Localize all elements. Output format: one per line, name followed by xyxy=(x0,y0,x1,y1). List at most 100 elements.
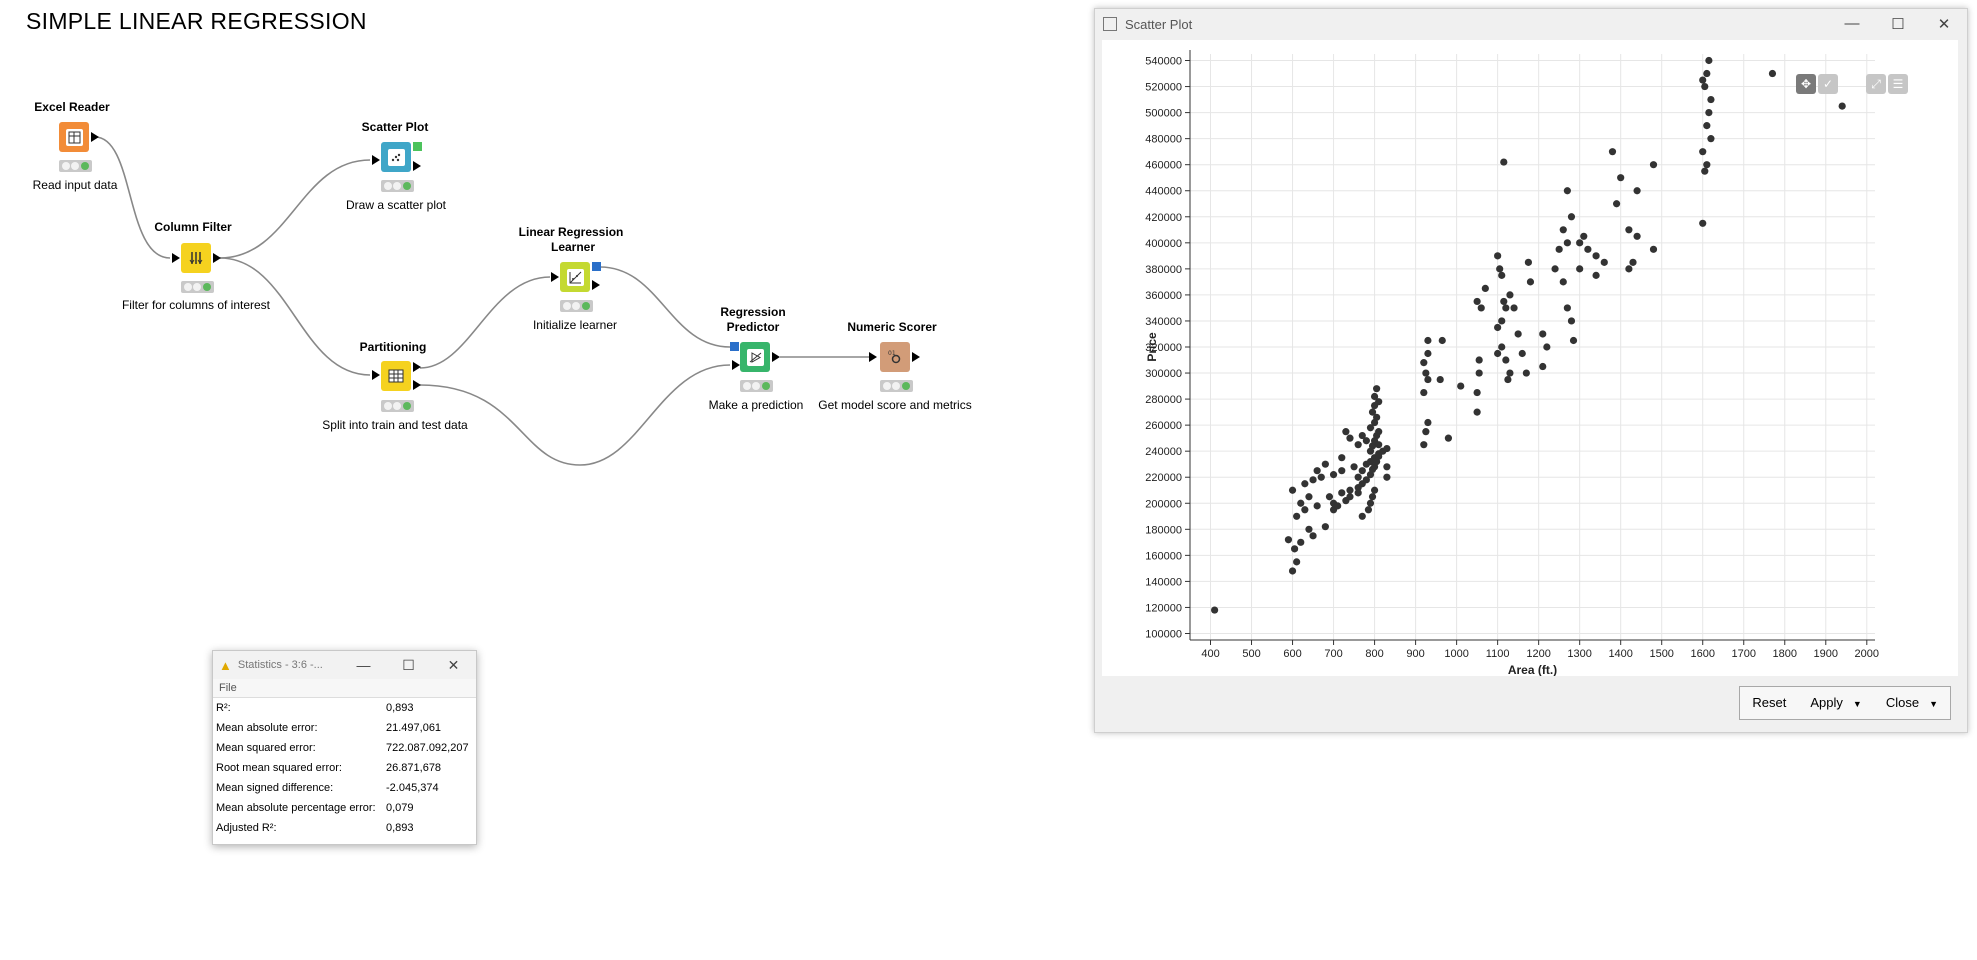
maximize-icon[interactable]: ☐ xyxy=(1891,16,1905,33)
data-point xyxy=(1325,493,1334,501)
node-desc-partitioning[interactable]: Split into train and test data xyxy=(322,418,468,432)
y-tick-label: 500000 xyxy=(1145,108,1182,120)
data-point xyxy=(1422,369,1430,377)
scatter-window-titlebar[interactable]: Scatter Plot — ☐ ✕ xyxy=(1095,9,1967,39)
stat-label: Root mean squared error: xyxy=(216,762,342,774)
close-button[interactable]: Close ▼ xyxy=(1874,687,1950,719)
lr-learner-input-port[interactable] xyxy=(551,272,559,282)
excel-reader-output-port[interactable] xyxy=(91,132,99,142)
regression-predictor-node[interactable] xyxy=(740,342,770,372)
x-tick-label: 900 xyxy=(1406,648,1424,660)
data-point xyxy=(1297,499,1305,507)
scatter-plot-view-port[interactable] xyxy=(413,142,422,151)
data-point xyxy=(1475,356,1483,364)
stats-file-menu[interactable]: File xyxy=(213,679,476,698)
fullscreen-icon[interactable]: ⤢ xyxy=(1866,74,1886,94)
pan-tool-icon[interactable]: ✥ xyxy=(1796,74,1816,94)
menu-icon[interactable]: ☰ xyxy=(1888,74,1908,94)
stats-window-titlebar[interactable]: ▲ Statistics - 3:6 -... — ☐ ✕ xyxy=(213,651,476,679)
stat-value: -2.045,374 xyxy=(386,782,439,794)
plot-area[interactable]: 400 500 600 700 800 900 1000 1100 1200 1300 1400 15… xyxy=(1102,40,1958,677)
scatter-plot-output-port[interactable] xyxy=(413,161,421,171)
data-point xyxy=(1373,385,1381,393)
data-point xyxy=(1699,76,1707,84)
y-tick-label: 340000 xyxy=(1145,316,1182,328)
excel-reader-node[interactable] xyxy=(59,122,89,152)
node-desc-excel-reader[interactable]: Read input data xyxy=(32,178,118,192)
data-point xyxy=(1699,148,1707,156)
statistics-window[interactable]: ▲ Statistics - 3:6 -... — ☐ ✕ File R²: 0,… xyxy=(212,650,477,845)
stats-minimize-icon[interactable]: — xyxy=(356,656,371,673)
scatter-window-icon xyxy=(1103,17,1117,31)
data-point xyxy=(1366,499,1375,507)
stat-value: 0,079 xyxy=(386,802,414,814)
data-point xyxy=(1438,336,1446,345)
close-icon[interactable]: ✕ xyxy=(1937,16,1951,33)
scorer-output-port[interactable] xyxy=(912,352,920,362)
data-point xyxy=(1362,476,1370,484)
wire-filter-to-partitioning xyxy=(219,257,371,376)
scatter-chart[interactable]: 400 500 600 700 800 900 1000 1100 1200 1300 1400 15… xyxy=(1102,40,1958,677)
data-point xyxy=(1633,232,1641,240)
data-point xyxy=(1600,258,1608,266)
data-point xyxy=(1494,323,1502,332)
scorer-input-port[interactable] xyxy=(869,352,877,362)
data-point xyxy=(1539,362,1547,371)
node-name-partitioning: Partitioning xyxy=(359,340,427,354)
apply-button[interactable]: Apply ▼ xyxy=(1798,687,1873,719)
partitioning-node[interactable] xyxy=(381,361,411,391)
data-point xyxy=(1703,69,1711,78)
stats-row: Root mean squared error: 26.871,678 xyxy=(213,758,476,778)
data-point xyxy=(1301,506,1309,514)
data-point xyxy=(1475,369,1483,377)
data-point xyxy=(1313,502,1321,510)
data-point xyxy=(1334,502,1342,510)
reset-button[interactable]: Reset xyxy=(1752,695,1787,710)
data-point xyxy=(1293,512,1301,520)
data-point xyxy=(1707,95,1715,104)
data-point xyxy=(1436,375,1444,384)
y-tick-label: 480000 xyxy=(1145,134,1182,146)
data-point xyxy=(1703,122,1711,130)
lr-learner-node[interactable] xyxy=(560,262,590,292)
stats-maximize-icon[interactable]: ☐ xyxy=(402,656,415,673)
data-point xyxy=(1321,460,1329,468)
y-tick-label: 220000 xyxy=(1145,472,1182,484)
data-point xyxy=(1366,424,1375,432)
apply-dropdown-icon[interactable]: ▼ xyxy=(1852,699,1862,709)
close-dropdown-icon[interactable]: ▼ xyxy=(1929,699,1938,709)
lr-learner-model-port[interactable] xyxy=(592,262,601,271)
data-point xyxy=(1420,388,1428,397)
select-tool-icon[interactable]: ✓ xyxy=(1818,74,1838,94)
data-point xyxy=(1368,493,1377,501)
node-desc-scatter-plot[interactable]: Draw a scatter plot xyxy=(345,198,447,212)
y-tick-label: 380000 xyxy=(1145,264,1182,276)
lr-learner-output-port[interactable] xyxy=(592,280,600,290)
node-desc-numeric-scorer[interactable]: Get model score and metrics xyxy=(818,398,972,412)
node-desc-predictor[interactable]: Make a prediction xyxy=(708,398,804,412)
minimize-icon[interactable]: — xyxy=(1844,15,1860,32)
node-name-lr-learner-line1: Linear Regression xyxy=(518,225,624,239)
column-filter-input-port[interactable] xyxy=(172,253,180,263)
scatter-plot-window[interactable]: Scatter Plot — ☐ ✕ 400 500 600 700 800 900 100… xyxy=(1094,8,1968,733)
node-name-column-filter: Column Filter xyxy=(154,220,232,234)
data-point xyxy=(1358,467,1366,475)
data-point xyxy=(1375,398,1383,406)
numeric-scorer-node[interactable]: 01 xyxy=(880,342,910,372)
scatter-plot-input-port[interactable] xyxy=(372,155,380,165)
node-desc-column-filter[interactable]: Filter for columns of interest xyxy=(121,298,271,312)
stats-close-icon[interactable]: ✕ xyxy=(447,656,460,673)
column-filter-output-port[interactable] xyxy=(213,253,221,263)
predictor-model-input-port[interactable] xyxy=(730,342,739,351)
partitioning-output-port-test[interactable] xyxy=(413,380,421,390)
predictor-output-port[interactable] xyxy=(772,352,780,362)
data-point xyxy=(1543,343,1551,351)
data-point xyxy=(1350,463,1358,471)
partitioning-input-port[interactable] xyxy=(372,370,380,380)
predictor-data-input-port[interactable] xyxy=(732,360,740,370)
x-axis-label: Area (ft.) xyxy=(1508,663,1557,676)
node-desc-lr-learner[interactable]: Initialize learner xyxy=(532,318,618,332)
column-filter-node[interactable] xyxy=(181,243,211,273)
partitioning-output-port-train[interactable] xyxy=(413,362,421,372)
scatter-plot-node[interactable] xyxy=(381,142,411,172)
